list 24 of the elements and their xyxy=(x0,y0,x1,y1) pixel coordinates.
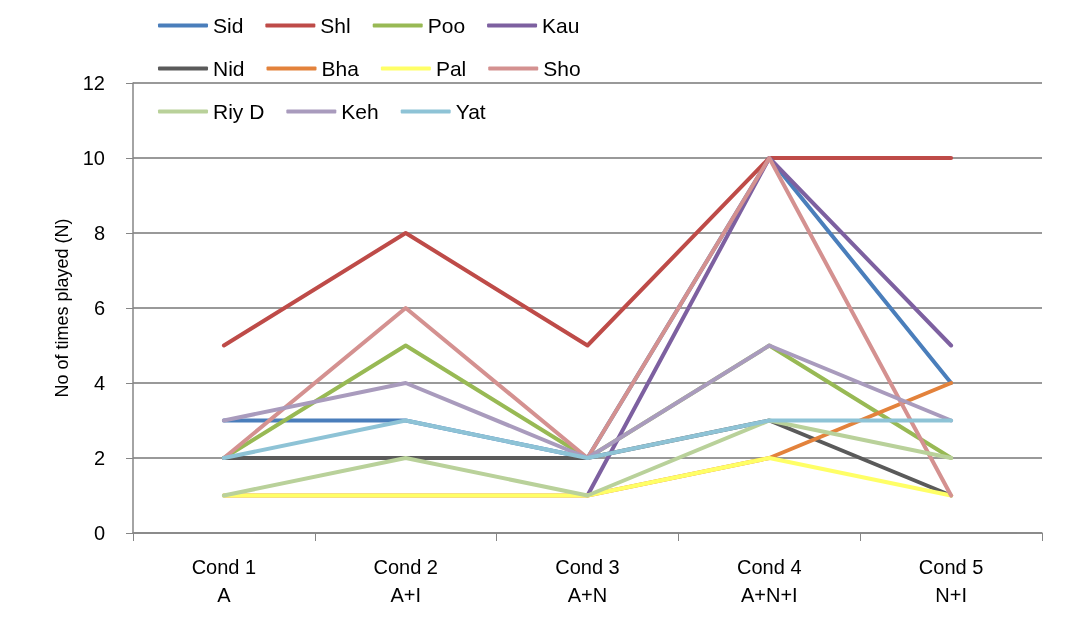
y-tick-label: 2 xyxy=(93,447,105,469)
legend-label: Sid xyxy=(213,14,244,37)
y-axis-title: No of times played (N) xyxy=(52,218,72,398)
y-tick-label: 10 xyxy=(82,147,105,169)
x-tick-label: Cond 3 A+N xyxy=(555,556,620,606)
y-tick-label: 12 xyxy=(82,72,105,94)
x-tick-label: Cond 1 A xyxy=(191,556,257,606)
legend-label: Poo xyxy=(427,14,466,37)
legend-label: Keh xyxy=(341,100,379,123)
x-tick-label: Cond 2 A+I xyxy=(373,556,438,606)
legend-label: Riy D xyxy=(213,100,265,123)
legend-label: Shl xyxy=(320,14,351,37)
y-tick-label: 4 xyxy=(93,372,105,394)
legend-label: Pal xyxy=(435,57,467,80)
legend-label: Bha xyxy=(321,57,360,80)
x-tick-label: Cond 5 N+I xyxy=(918,556,984,606)
legend-label: Sho xyxy=(543,57,581,80)
y-tick-label: 8 xyxy=(93,222,105,244)
x-tick-label: Cond 4 A+N+I xyxy=(737,556,802,606)
y-tick-label: 6 xyxy=(93,297,105,319)
legend-label: Nid xyxy=(213,57,245,80)
y-tick-label: 0 xyxy=(93,522,105,544)
legend-label: Kau xyxy=(542,14,580,37)
legend-label: Yat xyxy=(455,100,486,123)
